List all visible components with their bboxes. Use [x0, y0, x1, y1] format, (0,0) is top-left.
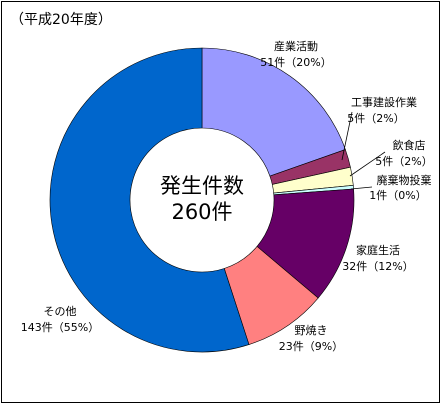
slice [49, 47, 250, 353]
category-label: 廃棄物投棄 [377, 173, 432, 187]
center-label: 発生件数 [160, 174, 244, 198]
value-label: 51件（20%） [260, 56, 331, 69]
category-label: 飲食店 [393, 138, 426, 152]
category-label: 産業活動 [274, 39, 318, 53]
value-label: 5件（2%） [375, 155, 432, 168]
leader-line [341, 111, 353, 161]
category-label: その他 [44, 305, 77, 318]
center-value: 260件 [171, 200, 232, 224]
value-label: 143件（55%） [21, 321, 99, 334]
value-label: 23件（9%） [279, 340, 343, 353]
leader-line [350, 186, 373, 190]
value-label: 1件（0%） [369, 189, 426, 202]
value-label: 32件（12%） [342, 260, 413, 273]
category-label: 家庭生活 [356, 243, 400, 257]
category-label: 工事建設作業 [351, 95, 417, 109]
chart-title: （平成20年度） [10, 12, 112, 28]
value-label: 5件（2%） [347, 112, 404, 125]
leader-line [349, 151, 386, 177]
category-label: 野焼き [295, 324, 328, 337]
slice [201, 47, 346, 177]
